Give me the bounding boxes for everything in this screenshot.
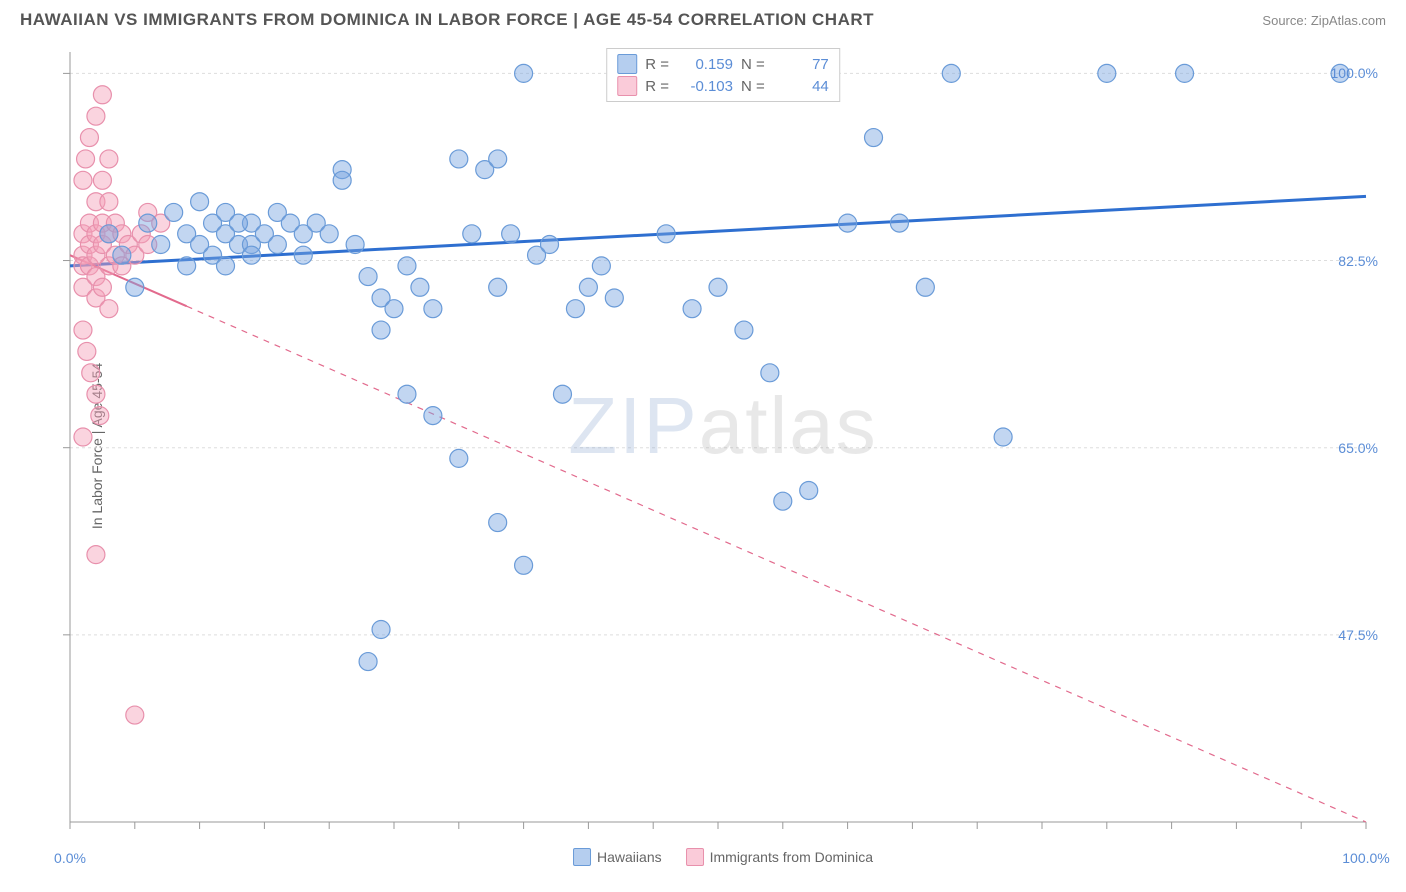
r-label: R =	[645, 56, 669, 73]
chart-title: HAWAIIAN VS IMMIGRANTS FROM DOMINICA IN …	[20, 10, 874, 30]
r-value: 0.159	[677, 56, 733, 73]
source-label: Source:	[1262, 13, 1307, 28]
y-tick-label: 100.0%	[1331, 65, 1378, 81]
x-tick-label: 100.0%	[1342, 850, 1389, 866]
source-attribution: Source: ZipAtlas.com	[1262, 13, 1386, 28]
n-value: 44	[773, 78, 829, 95]
legend-swatch	[573, 848, 591, 866]
y-tick-label: 65.0%	[1338, 440, 1378, 456]
correlation-stats-box: R = 0.159 N = 77 R = -0.103 N = 44	[606, 48, 840, 102]
y-tick-label: 47.5%	[1338, 627, 1378, 643]
series-swatch	[617, 54, 637, 74]
legend-label: Immigrants from Dominica	[710, 849, 873, 865]
stats-row: R = 0.159 N = 77	[617, 53, 829, 75]
x-tick-label: 0.0%	[54, 850, 86, 866]
n-label: N =	[741, 56, 765, 73]
bottom-legend: Hawaiians Immigrants from Dominica	[573, 848, 873, 866]
r-value: -0.103	[677, 78, 733, 95]
chart-area: ZIPatlas R =0.159N =77R =-0.103N =44 Haw…	[60, 42, 1386, 842]
n-value: 77	[773, 56, 829, 73]
chart-header: HAWAIIAN VS IMMIGRANTS FROM DOMINICA IN …	[0, 0, 1406, 36]
series-swatch	[617, 76, 637, 96]
scatter-chart	[60, 42, 1376, 832]
legend-label: Hawaiians	[597, 849, 662, 865]
legend-item: Immigrants from Dominica	[686, 848, 873, 866]
stats-row: R = -0.103 N = 44	[617, 75, 829, 97]
source-name: ZipAtlas.com	[1311, 13, 1386, 28]
r-label: R =	[645, 78, 669, 95]
y-tick-label: 82.5%	[1338, 253, 1378, 269]
n-label: N =	[741, 78, 765, 95]
legend-swatch	[686, 848, 704, 866]
legend-item: Hawaiians	[573, 848, 662, 866]
